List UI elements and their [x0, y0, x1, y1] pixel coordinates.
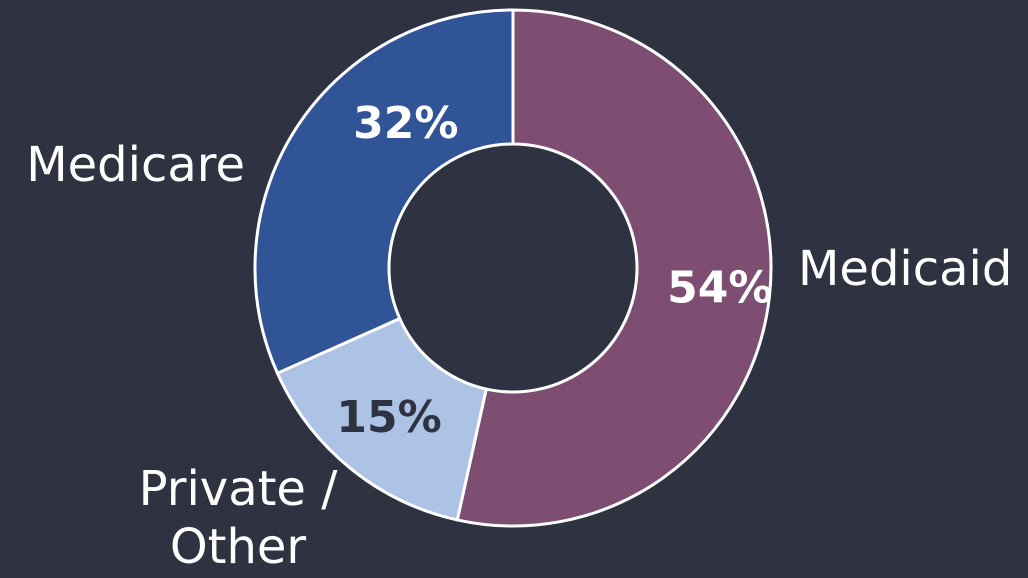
value-label-medicare: 32%	[353, 98, 458, 149]
category-label-private-other: Private / Other	[139, 461, 339, 575]
slice-medicare	[253, 8, 515, 375]
category-label-medicaid: Medicaid	[798, 241, 1012, 297]
category-label-line: Other	[170, 519, 307, 575]
category-label-line: Medicaid	[798, 241, 1012, 297]
slice-private-other	[275, 317, 488, 522]
slice-medicaid	[455, 8, 773, 528]
category-label-medicare: Medicare	[26, 137, 245, 193]
category-label-line: Medicare	[26, 137, 245, 193]
value-label-medicaid: 54%	[667, 263, 772, 314]
category-label-line: Private /	[139, 461, 339, 517]
value-label-private-other: 15%	[336, 392, 441, 443]
